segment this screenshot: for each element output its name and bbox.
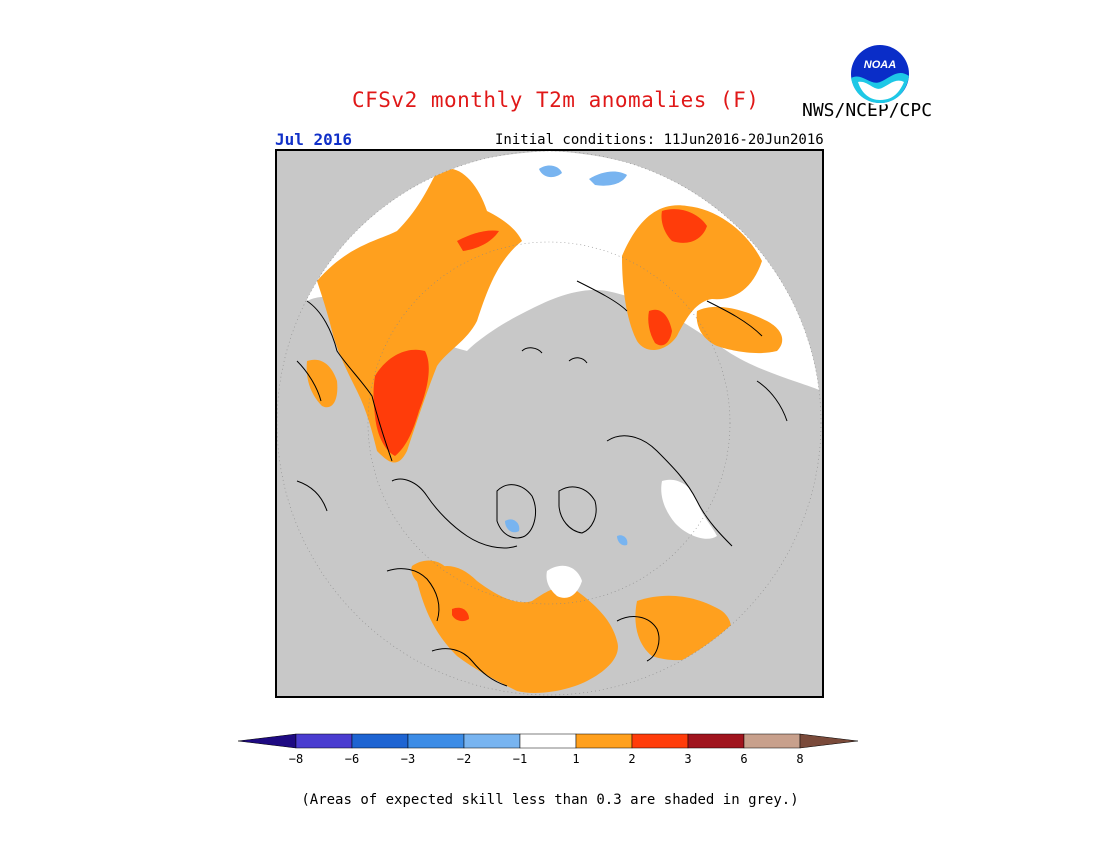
agency-label: NWS/NCEP/CPC	[802, 100, 933, 121]
strong-warm-core-asia-north	[661, 209, 707, 243]
strong-warm-core-scandinavia	[457, 230, 499, 251]
colorbar-segment	[575, 733, 633, 749]
colorbar-tick-label: 3	[684, 752, 691, 766]
colorbar-tick-label: 1	[572, 752, 579, 766]
colorbar-segment	[743, 733, 801, 749]
cool-region-2	[589, 171, 627, 186]
polar-map	[277, 151, 822, 696]
warm-region-canada-east	[635, 595, 732, 661]
cool-region-4	[617, 535, 628, 546]
colorbar-segment	[295, 733, 353, 749]
logo-text: NOAA	[864, 59, 896, 71]
colorbar-tick-label: 6	[740, 752, 747, 766]
colorbar-tick-label: −1	[513, 752, 527, 766]
colorbar-labels: −8 −6 −3 −2 −1 1 2 3 6 8	[289, 752, 804, 766]
colorbar-tick-label: 8	[796, 752, 803, 766]
map-panel	[275, 149, 824, 698]
strong-warm-core-canada	[452, 607, 469, 622]
coastlines	[296, 280, 788, 687]
colorbar-segment	[687, 733, 745, 749]
colorbar-segment	[351, 733, 409, 749]
cool-region-3	[505, 519, 520, 533]
skill-footnote: (Areas of expected skill less than 0.3 a…	[301, 792, 799, 808]
neutral-region-greenland	[661, 479, 717, 539]
warm-region-europe-south	[306, 359, 338, 408]
colorbar: −8 −6 −3 −2 −1 1 2 3 6 8	[238, 733, 859, 766]
warm-region-alaska	[411, 560, 449, 586]
initial-conditions: Initial conditions: 11Jun2016-20Jun2016	[495, 132, 824, 148]
strong-warm-core-siberia	[648, 309, 672, 346]
colorbar-right-arrow	[799, 733, 859, 749]
anomaly-fields	[306, 151, 821, 693]
warm-region-north-america	[417, 566, 618, 693]
chart-title: CFSv2 monthly T2m anomalies (F)	[352, 88, 760, 112]
colorbar-tick-label: −3	[401, 752, 415, 766]
colorbar-segment	[519, 733, 577, 749]
neutral-region-canada	[546, 565, 582, 598]
target-month: Jul 2016	[275, 130, 353, 149]
colorbar-left-arrow	[238, 733, 297, 749]
colorbar-segment	[463, 733, 521, 749]
colorbar-tick-label: 2	[628, 752, 635, 766]
colorbar-tick-label: −2	[457, 752, 471, 766]
latitude-circle	[367, 241, 731, 605]
noaa-logo: NOAA	[849, 43, 911, 105]
colorbar-segments	[238, 733, 859, 749]
colorbar-tick-label: −8	[289, 752, 303, 766]
cool-region-1	[539, 165, 562, 178]
warm-region-asia-east	[696, 306, 783, 354]
boundary-circle	[277, 151, 822, 696]
colorbar-segment	[407, 733, 465, 749]
strong-warm-core-europe	[373, 349, 429, 456]
colorbar-tick-label: −6	[345, 752, 359, 766]
colorbar-segment	[631, 733, 689, 749]
